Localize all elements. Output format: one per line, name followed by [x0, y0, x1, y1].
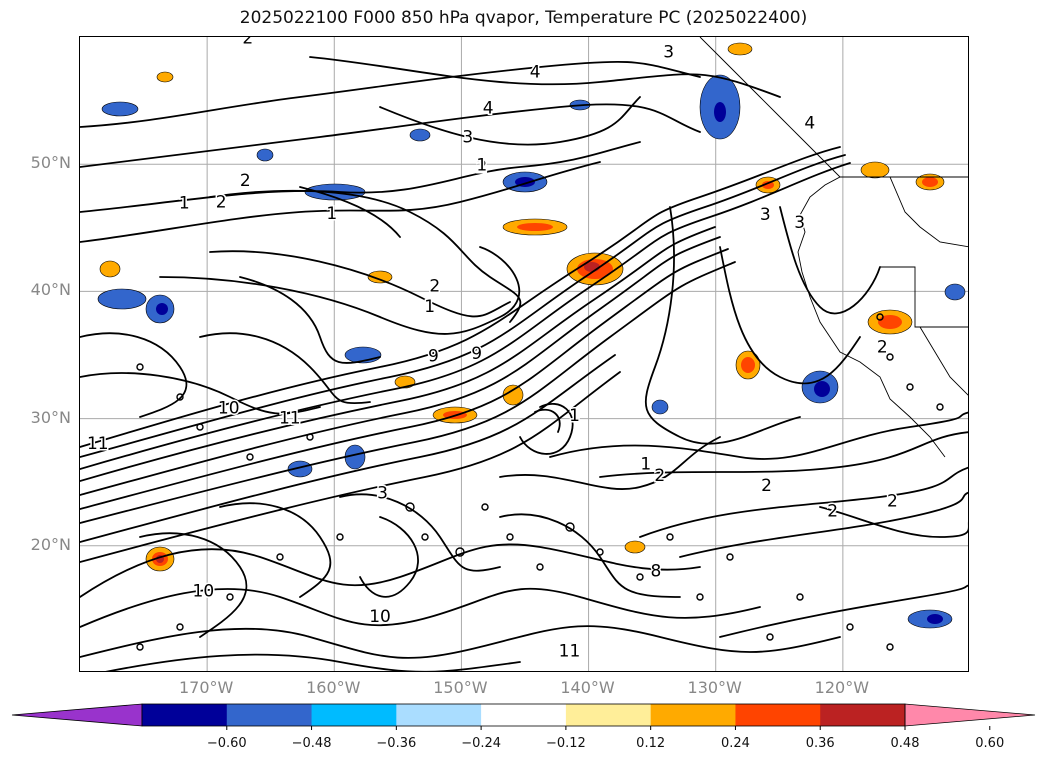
colorbar-segment [820, 704, 906, 726]
contour-label: 1 [326, 204, 337, 224]
graticule [80, 37, 968, 671]
contour-label: 10 [193, 582, 215, 602]
colorbar-tick-label: −0.48 [291, 736, 332, 751]
longitude-label: 160°W [306, 678, 361, 697]
longitude-label: 170°W [178, 678, 234, 697]
colorbar-segment [142, 704, 228, 726]
contour-label: 2 [242, 37, 253, 48]
colorbar-segment [396, 704, 482, 726]
contour-label: 1 [424, 297, 435, 317]
colorbar-tick-label: −0.60 [206, 736, 247, 751]
contour-label: 9 [471, 344, 482, 364]
colorbar-outline [141, 703, 906, 727]
contour-label: 2 [827, 502, 838, 522]
contour-label: 2 [216, 192, 227, 212]
temperature-contours [80, 56, 968, 671]
contour-label: 2 [429, 276, 440, 296]
contour-label: 11 [87, 434, 109, 454]
contour-label: 4 [804, 114, 815, 134]
contour-label: 2 [240, 171, 251, 191]
longitude-label: 140°W [560, 678, 615, 697]
colorbar-extend-low [11, 703, 143, 727]
contour-label: 3 [663, 42, 674, 62]
contour-label: 8 [651, 561, 662, 581]
colorbar-segment [481, 704, 567, 726]
colorbar-segment [565, 704, 652, 726]
contour-label: 1 [569, 406, 580, 426]
colorbar-tick-label: 0.60 [975, 736, 1005, 751]
longitude-label: 150°W [433, 678, 488, 697]
longitude-label: 130°W [687, 678, 742, 697]
contour-label: 10 [369, 607, 391, 627]
contour-label: 3 [377, 484, 388, 504]
contour-label: 11 [279, 409, 301, 429]
colorbar-segment [311, 704, 397, 726]
contour-label: 2 [654, 466, 665, 486]
colorbar-extend-high [904, 703, 1036, 727]
contour-label: 1 [179, 194, 190, 214]
contour-label: 3 [462, 128, 473, 148]
colorbar-tick-label: 0.24 [720, 736, 750, 751]
contour-label: 2 [877, 337, 888, 357]
colorbar [11, 703, 1036, 730]
colorbar-segment [226, 704, 313, 726]
contour-label: 4 [483, 98, 494, 118]
contour-label: 3 [760, 205, 771, 225]
colorbar-tick-label: −0.24 [461, 736, 502, 751]
contour-label: 2 [887, 491, 898, 511]
contour-label: 11 [559, 641, 581, 661]
colorbar-tick-label: 0.48 [890, 736, 920, 751]
colorbar-tick-label: 0.36 [805, 736, 835, 751]
colorbar-segment [650, 704, 736, 726]
contour-label: 4 [530, 63, 541, 83]
contour-label: 2 [476, 157, 487, 177]
latitude-label: 20°N [30, 534, 71, 554]
colorbar-tick-label: −0.12 [545, 736, 586, 751]
latitude-label: 30°N [30, 407, 71, 427]
colorbar-tick-label: −0.36 [376, 736, 417, 751]
shaded-anomaly-patches [97, 42, 966, 629]
small-contour-cells [136, 313, 944, 651]
contour-label: 9 [428, 346, 439, 366]
colorbar-segment [735, 704, 821, 726]
contour-label: 10 [218, 399, 240, 419]
plot-title: 2025022100 F000 850 hPa qvapor, Temperat… [239, 8, 808, 28]
longitude-label: 120°W [814, 678, 870, 697]
contour-label: 3 [794, 213, 805, 233]
contour-label: 2 [761, 476, 772, 496]
latitude-label: 50°N [30, 153, 71, 173]
colorbar-tick-label: 0.12 [636, 736, 666, 751]
map-panel: 2 3 4 4 3 2 1 2 1 2 1 2 1 9 9 10 11 11 1 1 2 2 2 2 2 3 3 4 10 10 11 8 3 [79, 36, 969, 672]
latitude-label: 40°N [30, 280, 71, 300]
contour-label: 1 [476, 156, 487, 176]
contour-label: 1 [640, 454, 651, 474]
